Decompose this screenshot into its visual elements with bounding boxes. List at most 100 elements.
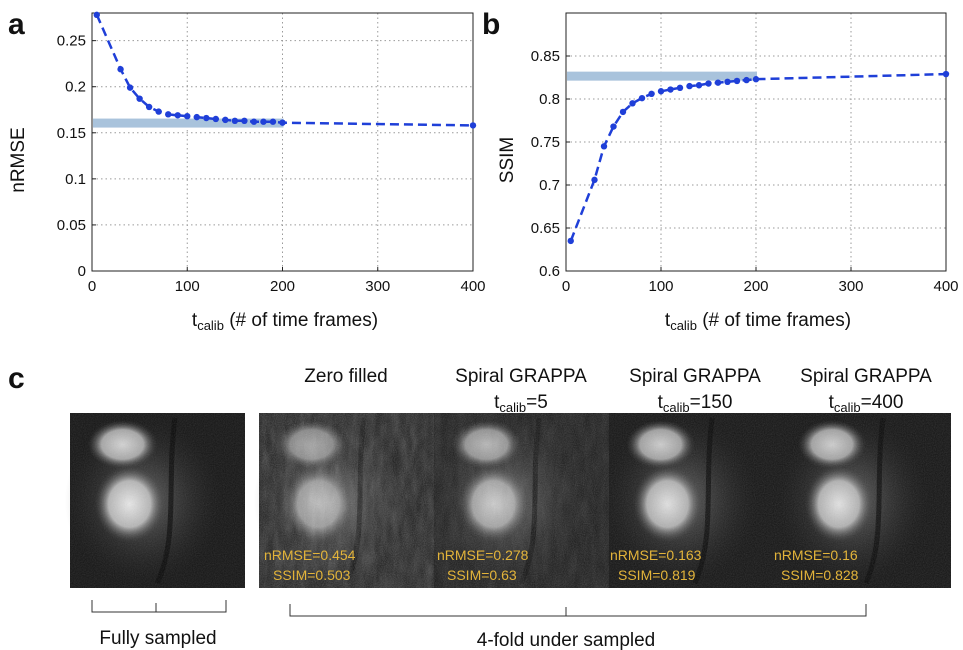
chart-a-xtick-label: 400 bbox=[460, 278, 485, 295]
chart-b-data-point bbox=[752, 76, 760, 83]
chart-a-grid bbox=[92, 13, 473, 271]
chart-b-data-point bbox=[743, 76, 750, 84]
chart-a-band bbox=[93, 118, 284, 128]
chart-b-xtick-label: 300 bbox=[838, 278, 863, 295]
chart-a-data-point bbox=[155, 108, 162, 115]
chart-a-data-point bbox=[193, 113, 200, 121]
chart-a-axes-frame bbox=[91, 12, 474, 272]
metric-ssim-zero-filled: SSIM=0.503 bbox=[273, 567, 351, 583]
chart-a-data-point bbox=[231, 117, 239, 125]
chart-b-data-point bbox=[591, 176, 598, 184]
chart-b-data-point bbox=[942, 70, 950, 78]
metric-ssim-grappa-5: SSIM=0.63 bbox=[447, 567, 517, 583]
chart-b-data-point bbox=[610, 123, 617, 130]
chart-b-ytick-label: 0.75 bbox=[531, 134, 560, 151]
label-fully-sampled: Fully sampled bbox=[99, 628, 216, 649]
image-grappa-150 bbox=[603, 413, 781, 588]
metric-nrmse-grappa-400: nRMSE=0.16 bbox=[774, 547, 858, 563]
image-fully-sampled-noise bbox=[70, 413, 245, 588]
chart-b-series bbox=[567, 70, 950, 245]
mri-image-strip bbox=[64, 413, 951, 588]
image-title-zero-filled: Zero filled bbox=[304, 366, 387, 387]
chart-b-xlabel: tcalib (# of time frames) bbox=[665, 310, 851, 333]
chart-b-ylabel: SSIM bbox=[497, 137, 518, 183]
chart-b-series-line bbox=[569, 72, 947, 242]
chart-b-xtick-label: 200 bbox=[743, 278, 768, 295]
chart-b-grid bbox=[566, 13, 946, 271]
chart-a-xtick-label: 200 bbox=[270, 278, 295, 295]
panel-letter-a: a bbox=[8, 8, 25, 41]
chart-b-band bbox=[567, 71, 757, 81]
chart-b-data-point bbox=[667, 86, 674, 93]
chart-a-xlabel: tcalib (# of time frames) bbox=[192, 310, 378, 333]
chart-b-data-point bbox=[714, 79, 722, 86]
image-grappa-5 bbox=[428, 413, 609, 588]
chart-a-data-point bbox=[93, 11, 100, 19]
chart-a-data-point bbox=[117, 66, 124, 73]
chart-b-data-point bbox=[686, 82, 693, 90]
chart-a-data-point bbox=[241, 117, 248, 125]
image-title-grappa-150: Spiral GRAPPA bbox=[629, 366, 761, 387]
chart-b-data-point bbox=[638, 94, 646, 102]
chart-b-xtick-label: 400 bbox=[933, 278, 958, 295]
metric-nrmse-zero-filled: nRMSE=0.454 bbox=[264, 547, 356, 563]
chart-a-ytick-label: 0.25 bbox=[57, 33, 86, 50]
chart-a-data-point bbox=[212, 115, 220, 123]
label-under-sampled: 4-fold under sampled bbox=[477, 630, 656, 650]
metric-nrmse-grappa-150: nRMSE=0.163 bbox=[610, 547, 702, 563]
chart-b-data-point bbox=[705, 80, 712, 87]
chart-b-reference-band bbox=[567, 71, 757, 81]
chart-a-data-point bbox=[279, 119, 286, 126]
image-grappa-150-noise bbox=[609, 413, 781, 588]
panel-letter-c: c bbox=[8, 362, 25, 395]
image-grappa-400-noise bbox=[781, 413, 951, 588]
chart-a-data-point bbox=[269, 118, 277, 125]
image-title-grappa-400: Spiral GRAPPA bbox=[800, 366, 932, 387]
panel-letter-b: b bbox=[482, 8, 500, 41]
chart-a-data-point bbox=[184, 113, 191, 120]
chart-b-data-point bbox=[724, 78, 731, 86]
chart-a-xtick-label: 100 bbox=[175, 278, 200, 295]
chart-a-xtick-label: 0 bbox=[88, 278, 96, 295]
chart-b-xtick-label: 0 bbox=[562, 278, 570, 295]
image-grappa-5-artifacts bbox=[434, 413, 609, 588]
chart-b-data-point bbox=[648, 90, 655, 98]
chart-a-data-point bbox=[222, 116, 229, 124]
chart-b-data-point bbox=[629, 100, 636, 107]
chart-b-ytick-label: 0.8 bbox=[539, 91, 560, 108]
chart-b-xtick-label: 100 bbox=[648, 278, 673, 295]
chart-b-ticks: 0 100 200 300 400 0.6 0.65 0.7 0.75 0.8 0.85 bbox=[531, 48, 959, 295]
chart-a-series bbox=[93, 11, 477, 129]
image-subtitle-grappa-150: tcalib=150 bbox=[658, 392, 733, 415]
chart-b-data-point bbox=[567, 237, 574, 245]
chart-b-ytick-label: 0.85 bbox=[531, 48, 560, 65]
chart-b-data-point bbox=[619, 108, 627, 116]
chart-b-data-point bbox=[676, 84, 684, 92]
image-grappa-400 bbox=[775, 413, 951, 588]
chart-b-ytick-label: 0.6 bbox=[539, 263, 560, 280]
chart-a-ylabel: nRMSE bbox=[8, 127, 29, 192]
bracket-fully-sampled bbox=[91, 600, 227, 613]
chart-a-data-point bbox=[126, 84, 134, 91]
metric-ssim-grappa-400: SSIM=0.828 bbox=[781, 567, 859, 583]
image-zero-filled-artifacts bbox=[259, 413, 434, 588]
bracket-under-sampled bbox=[289, 604, 867, 617]
metric-ssim-grappa-150: SSIM=0.819 bbox=[618, 567, 696, 583]
chart-a-data-point bbox=[174, 112, 181, 119]
image-title-grappa-5: Spiral GRAPPA bbox=[455, 366, 587, 387]
image-fully-sampled bbox=[64, 413, 245, 588]
chart-a-ytick-label: 0.2 bbox=[65, 79, 86, 96]
chart-a-data-point bbox=[469, 122, 477, 129]
image-zero-filled bbox=[253, 413, 434, 588]
chart-a-data-point bbox=[203, 114, 210, 122]
chart-b-data-point bbox=[600, 143, 608, 150]
chart-a-data-point bbox=[145, 103, 153, 111]
chart-a-reference-band bbox=[93, 118, 284, 128]
chart-a-ticks: 0 100 200 300 400 0 0.05 0.1 0.15 0.2 0.25 bbox=[57, 33, 486, 295]
chart-b-data-point bbox=[733, 77, 741, 85]
chart-b-data-point bbox=[695, 82, 703, 89]
chart-a-data-point bbox=[165, 111, 172, 118]
chart-b-ytick-label: 0.65 bbox=[531, 220, 560, 237]
